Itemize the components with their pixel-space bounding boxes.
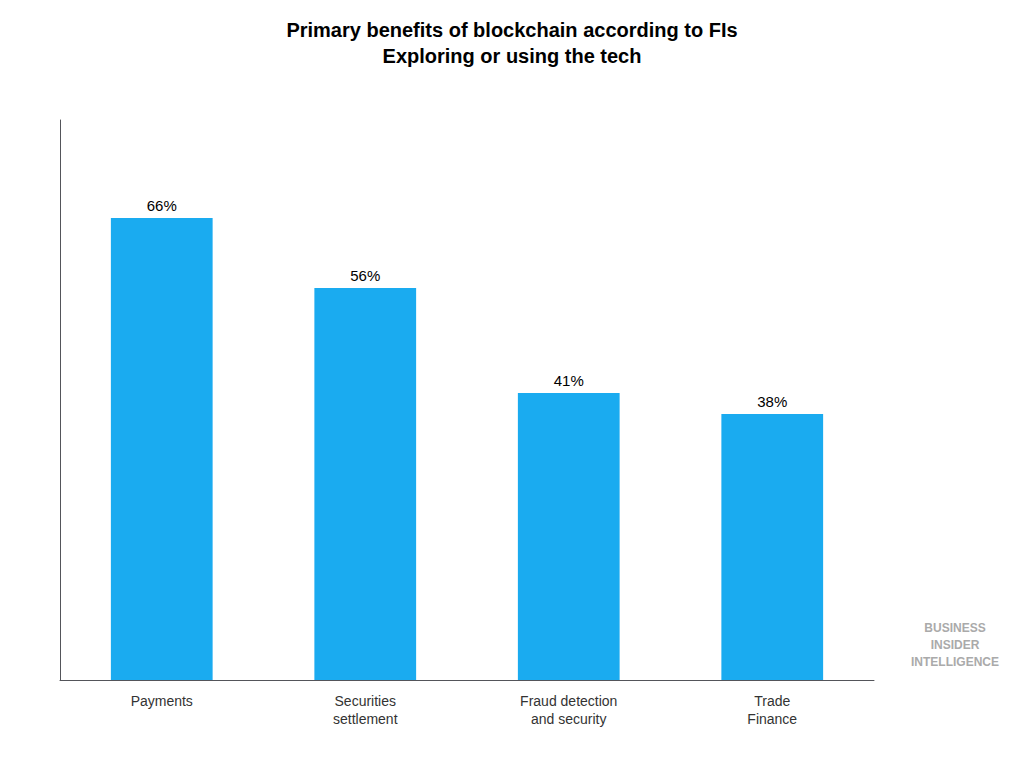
svg-text:settlement: settlement <box>333 711 398 727</box>
svg-text:66%: 66% <box>147 197 177 214</box>
svg-text:Primary benefits of blockchain: Primary benefits of blockchain according… <box>286 19 737 41</box>
svg-text:Finance: Finance <box>747 711 797 727</box>
svg-text:56%: 56% <box>350 267 380 284</box>
svg-text:41%: 41% <box>554 372 584 389</box>
svg-text:Fraud detection: Fraud detection <box>520 693 617 709</box>
svg-text:BUSINESS: BUSINESS <box>924 621 985 635</box>
svg-text:Securities: Securities <box>335 693 396 709</box>
svg-text:Payments: Payments <box>131 693 193 709</box>
svg-text:Trade: Trade <box>754 693 790 709</box>
svg-text:INTELLIGENCE: INTELLIGENCE <box>911 655 999 669</box>
svg-text:38%: 38% <box>757 393 787 410</box>
svg-text:and security: and security <box>531 711 606 727</box>
svg-text:INSIDER: INSIDER <box>931 638 980 652</box>
svg-text:Exploring or using the tech: Exploring or using the tech <box>383 45 642 67</box>
